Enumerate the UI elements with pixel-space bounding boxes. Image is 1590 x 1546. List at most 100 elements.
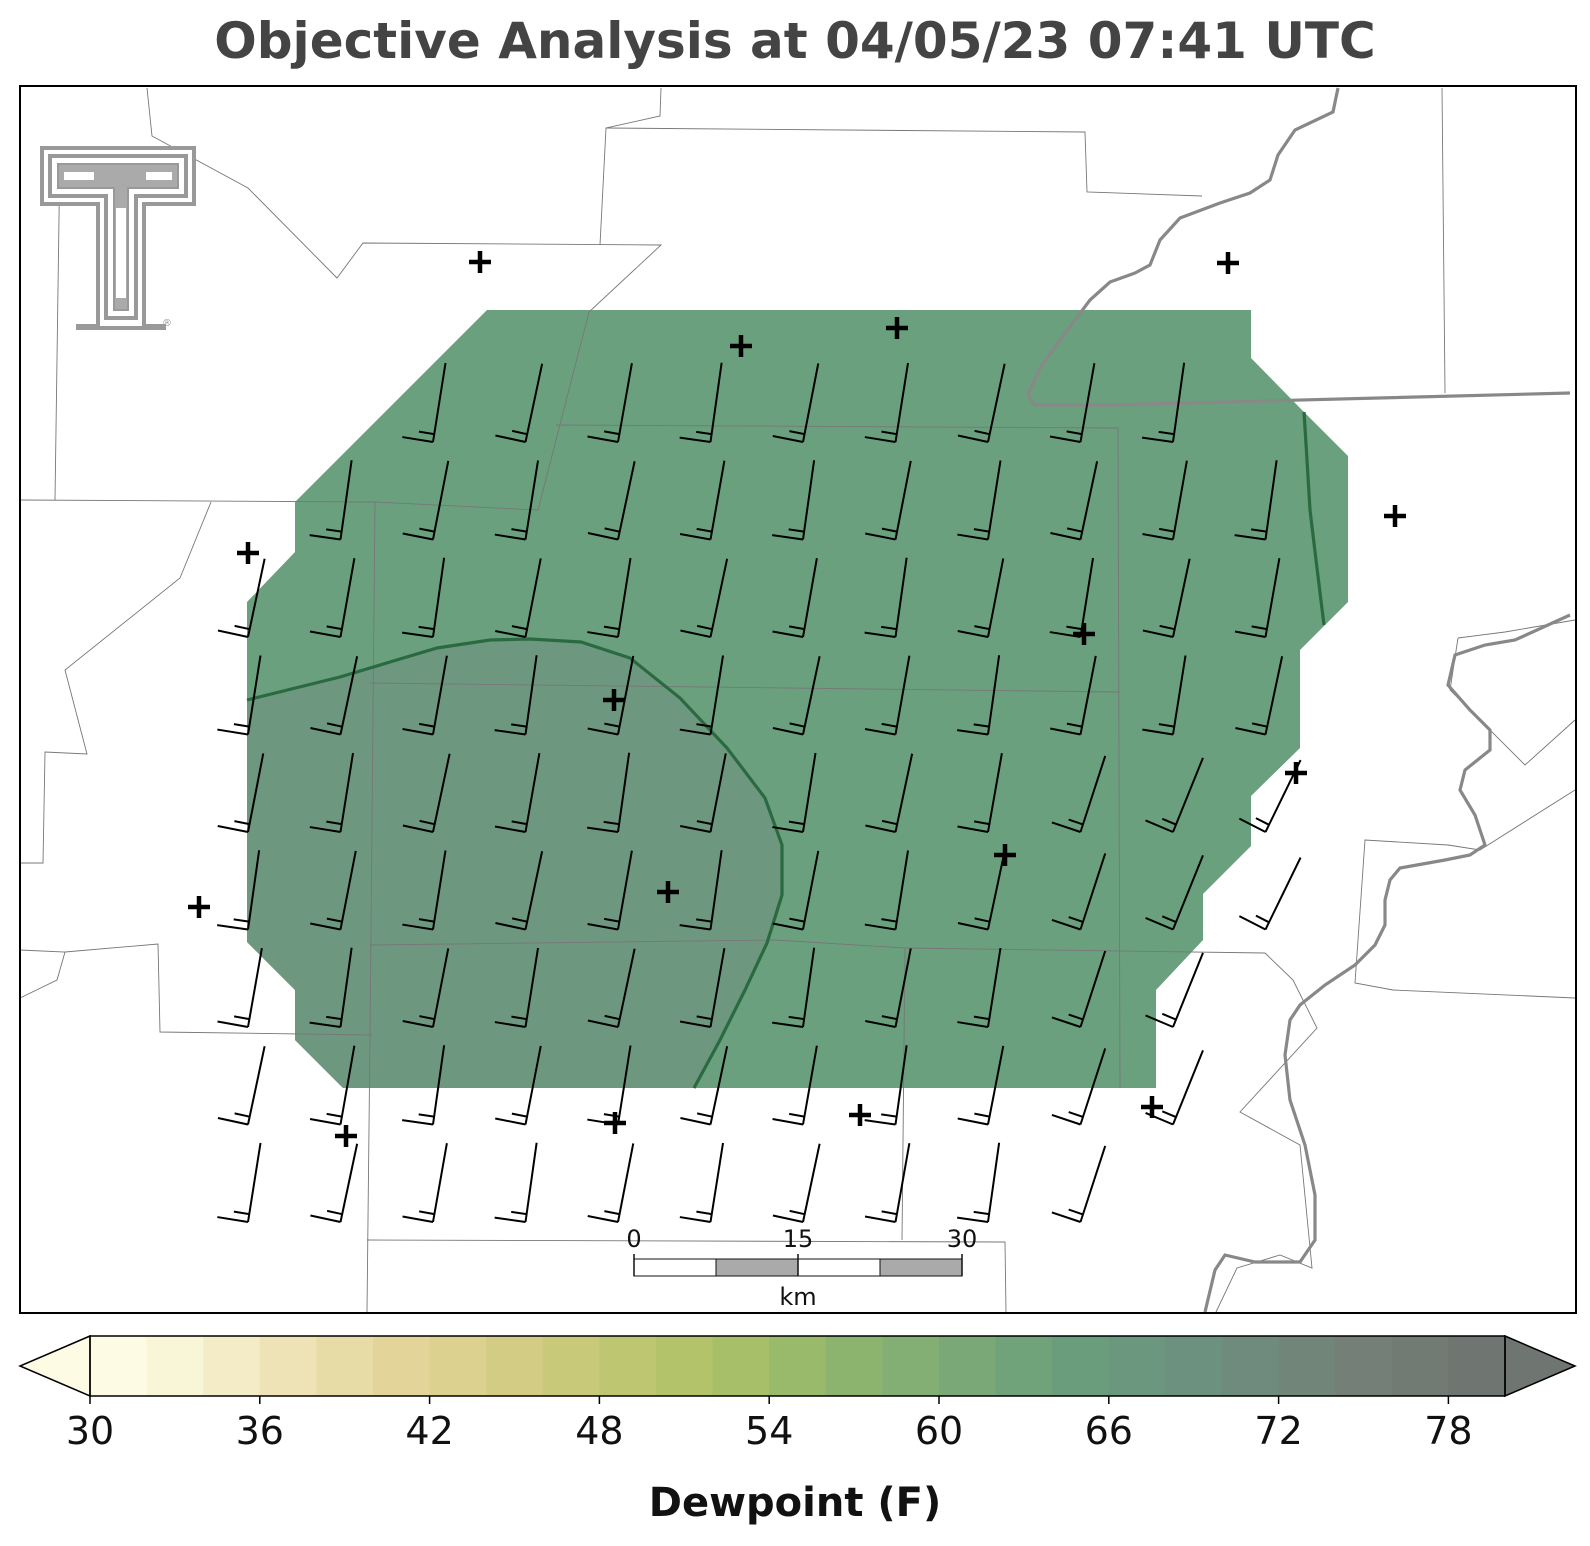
wind-barb (772, 1143, 821, 1223)
colorbar-ticks: 30 36 42 48 54 60 66 72 78 (66, 1396, 1473, 1453)
colorbar-bin (542, 1336, 600, 1396)
map-frame (19, 85, 1577, 1314)
plus-icon (849, 1104, 871, 1126)
wind-barb (217, 1142, 262, 1223)
wind-barb (1051, 755, 1107, 833)
colorbar-bin (1052, 1336, 1110, 1396)
county-line (555, 424, 1121, 1089)
colorbar-bin (1108, 1336, 1166, 1396)
wind-barb (217, 558, 266, 638)
plus-icon (335, 1125, 357, 1147)
wind-barb (217, 753, 265, 833)
wind-barb (495, 363, 544, 443)
wind-barb (680, 558, 729, 638)
wind-barb (402, 557, 446, 638)
wind-barb (1235, 656, 1284, 736)
wind-barb (495, 851, 544, 931)
plus-icon (1141, 1096, 1163, 1118)
colorbar-bin (769, 1336, 827, 1396)
plus-icon (604, 1112, 626, 1134)
colorbar-bin (1165, 1336, 1223, 1396)
colorbar-bin (712, 1336, 770, 1396)
wind-barb (679, 460, 726, 541)
county-line (901, 947, 906, 1241)
colorbar-tick-label: 78 (1424, 1409, 1472, 1453)
colorbar-bin (1278, 1336, 1336, 1396)
wind-barb (679, 948, 726, 1028)
county-line (20, 501, 212, 864)
wind-barb (864, 1045, 908, 1126)
wind-barb (309, 558, 356, 638)
wind-barb (865, 753, 914, 833)
wind-barb (494, 460, 540, 541)
wind-barb (495, 558, 542, 638)
colorbar-tick-label: 30 (66, 1409, 114, 1453)
colorbar-bin (259, 1336, 317, 1396)
plus-icon (1217, 252, 1239, 274)
county-line (366, 1239, 1007, 1313)
contour-64 (1302, 411, 1326, 626)
wind-barb (310, 850, 357, 931)
wind-barb (679, 655, 725, 736)
wind-barb (587, 461, 636, 541)
wind-barb (1145, 757, 1204, 833)
dewpoint-fill-66-68 (247, 639, 782, 1088)
scale-unit: km (779, 1283, 816, 1311)
colorbar-bin (486, 1336, 544, 1396)
wind-barb (309, 752, 355, 833)
plus-icon (237, 542, 259, 564)
wind-barb (1145, 952, 1204, 1028)
wind-barb (679, 1142, 725, 1223)
county-line (1441, 87, 1446, 394)
wind-barb (494, 655, 538, 736)
wind-barb (402, 948, 450, 1028)
colorbar-tick-label: 54 (745, 1409, 793, 1453)
wind-barb (587, 557, 632, 638)
dewpoint-fill (247, 310, 1348, 1088)
plus-icon (1285, 762, 1307, 784)
colorbar-bin (656, 1336, 714, 1396)
colorbar-bin (373, 1336, 431, 1396)
wind-barb (310, 1143, 359, 1223)
state-line (1026, 87, 1571, 407)
wind-barb (309, 947, 353, 1028)
colorbar-bin (203, 1336, 261, 1396)
wind-barb (957, 363, 1006, 443)
wind-barb (1051, 1145, 1107, 1223)
wind-barb (1142, 362, 1186, 443)
colorbar-tick-label: 60 (915, 1409, 963, 1453)
wind-barb (864, 557, 908, 638)
state-boundary (1026, 87, 1571, 1313)
colorbar-bin (995, 1336, 1053, 1396)
wind-barb (957, 1142, 1001, 1223)
wind-barb (495, 1045, 542, 1126)
wind-barb (957, 460, 1002, 541)
county-line (366, 501, 376, 1313)
wind-barb (772, 363, 820, 443)
county-line (599, 87, 662, 246)
wind-barb (680, 753, 727, 833)
wind-barb (1051, 853, 1107, 931)
colorbar-outline (89, 1335, 1506, 1397)
wind-barb (957, 851, 1006, 931)
wind-barb (217, 948, 263, 1028)
wind-barb (957, 947, 1002, 1028)
wind-barbs (217, 362, 1302, 1223)
wind-barb (587, 1143, 635, 1223)
wind-barb (1050, 655, 1097, 736)
wind-barb (494, 1142, 538, 1223)
wind-barb (494, 947, 540, 1028)
wind-barb (1051, 950, 1107, 1028)
wind-barb (1234, 460, 1278, 541)
wind-barb (864, 1143, 911, 1223)
wind-barb (402, 362, 447, 443)
wind-barb (772, 752, 817, 833)
wind-barb (772, 1045, 818, 1126)
dewpoint-contours (246, 411, 1326, 1089)
wind-barb (402, 460, 450, 541)
county-line (64, 943, 373, 1036)
colorbar-bin (316, 1336, 374, 1396)
county-line (54, 147, 61, 501)
colorbar-extend-low (18, 1334, 91, 1398)
